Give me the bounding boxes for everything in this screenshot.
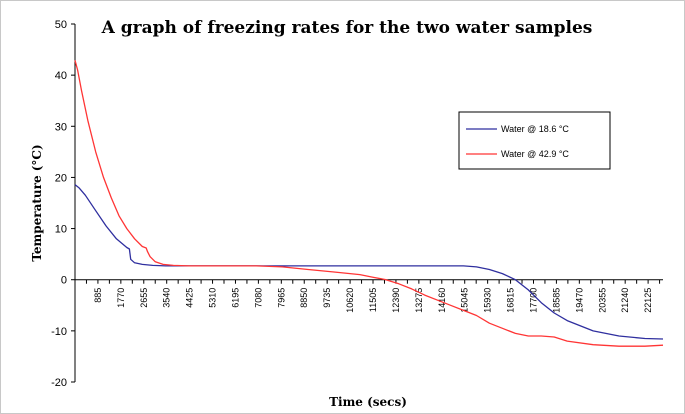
- x-tick-label: 21240: [620, 288, 630, 313]
- x-tick-label: 5310: [208, 288, 218, 308]
- y-tick-label: 20: [55, 172, 67, 184]
- x-tick-label: 17700: [528, 288, 538, 313]
- series-lines: [74, 60, 664, 347]
- x-tick-label: 19470: [574, 288, 584, 313]
- y-tick-label: -20: [51, 377, 67, 389]
- x-tick-label: 7965: [276, 288, 286, 308]
- y-tick-label: -10: [51, 326, 67, 338]
- series-line-2: [74, 60, 664, 347]
- legend: Water @ 18.6 °C Water @ 42.9 °C: [458, 111, 611, 170]
- x-tick-label: 12390: [391, 288, 401, 313]
- x-tick-label: 16815: [506, 288, 516, 313]
- x-tick-label: 20355: [597, 288, 607, 313]
- y-tick-label: 40: [55, 70, 67, 82]
- x-tick-label: 22125: [643, 288, 653, 313]
- legend-label-series-2: Water @ 42.9 °C: [501, 149, 569, 159]
- series-line-1: [74, 184, 664, 340]
- x-tick-label: 15930: [483, 288, 493, 313]
- x-tick-label: 885: [93, 288, 103, 303]
- x-axis-label: Time (secs): [329, 395, 407, 409]
- y-axis-label: Temperature (°C): [30, 144, 44, 261]
- x-tick-label: 4425: [185, 288, 195, 308]
- y-tick-label: 50: [55, 19, 67, 31]
- x-tick-label: 1770: [116, 288, 126, 308]
- x-tick-label: 11505: [368, 288, 378, 312]
- axes: 50 40 30 20 10 0 -10 -20 885 1770 2655 3540 4425 5310…: [51, 19, 663, 389]
- legend-label-series-1: Water @ 18.6 °C: [501, 124, 569, 134]
- x-tick-label: 8850: [299, 288, 309, 308]
- x-tick-label: 3540: [162, 288, 172, 308]
- x-tick-label: 9735: [322, 288, 332, 308]
- y-tick-label: 0: [61, 275, 67, 287]
- x-tick-label: 7080: [253, 288, 263, 308]
- x-tick-label: 10620: [345, 288, 355, 313]
- y-tick-label: 10: [55, 224, 67, 236]
- x-tick-label: 15045: [460, 288, 470, 313]
- x-tick-label: 2655: [139, 288, 149, 308]
- x-tick-label: 18585: [551, 288, 561, 313]
- legend-box: [458, 111, 611, 170]
- y-tick-label: 30: [55, 121, 67, 133]
- x-tick-label: 13275: [414, 288, 424, 313]
- x-tick-label: 6195: [230, 288, 240, 308]
- x-tick-label: 14160: [437, 288, 447, 313]
- chart-title: A graph of freezing rates for the two wa…: [101, 18, 593, 38]
